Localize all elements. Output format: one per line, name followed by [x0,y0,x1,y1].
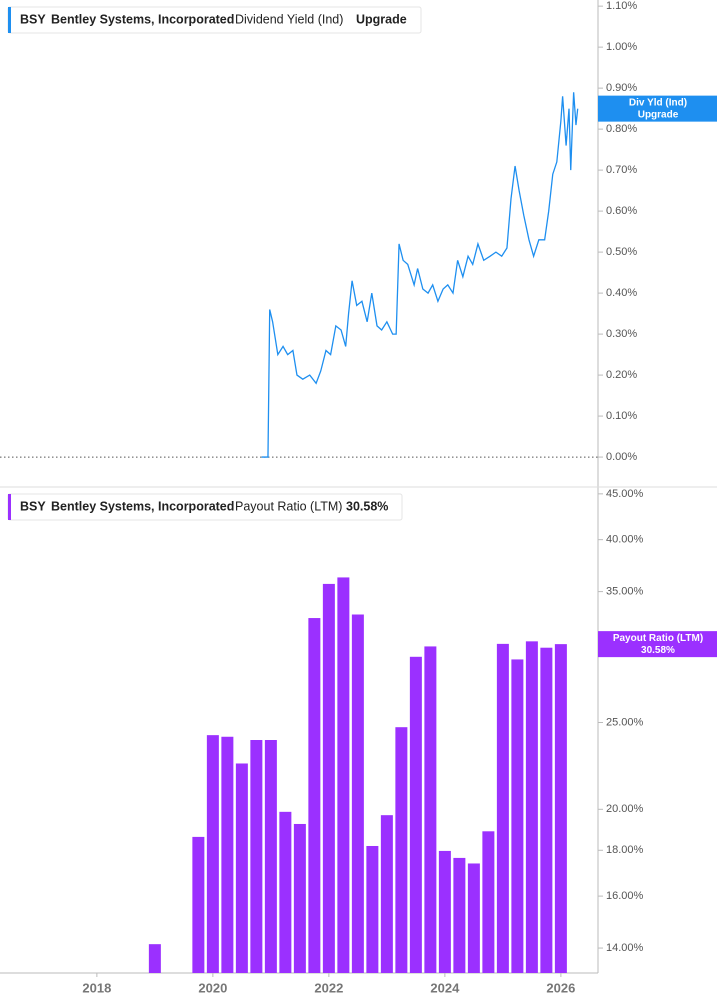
legend-series: Dividend Yield (Ind) [235,12,343,26]
bar [337,577,350,973]
bar [308,618,321,973]
y-tick-label: 25.00% [606,716,644,728]
bar [453,857,466,973]
x-tick-label: 2018 [82,980,111,995]
x-tick-label: 2026 [546,980,575,995]
bar [351,614,364,973]
value-flag [598,95,717,122]
y-tick-label: 1.10% [606,0,637,12]
bar [366,845,379,973]
flag-value: Upgrade [638,109,679,120]
bar [250,740,263,973]
y-tick-label: 16.00% [606,890,644,902]
y-tick-label: 0.90% [606,82,637,94]
flag-label: Payout Ratio (LTM) [613,633,703,644]
y-tick-label: 45.00% [606,488,644,500]
y-tick-label: 18.00% [606,844,644,856]
legend-ticker: BSY [20,12,46,26]
bar [264,740,277,973]
bar [438,850,451,973]
bar [525,641,538,973]
x-tick-label: 2020 [198,980,227,995]
bar [482,831,495,973]
y-tick-label: 0.70% [606,164,637,176]
x-tick-label: 2022 [314,980,343,995]
y-tick-label: 1.00% [606,41,637,53]
bar [192,836,205,973]
bar [554,644,567,973]
bar [235,763,248,973]
flag-label: Div Yld (Ind) [629,97,687,108]
y-tick-label: 0.60% [606,205,637,217]
y-tick-label: 0.40% [606,287,637,299]
legend-value: 30.58% [346,499,388,513]
bar [293,823,306,973]
bar [322,583,335,973]
bar [380,815,393,973]
y-tick-label: 20.00% [606,803,644,815]
y-tick-label: 0.80% [606,123,637,135]
y-tick-label: 14.00% [606,942,644,954]
bar [206,735,219,973]
bar [395,727,408,973]
y-tick-label: 0.50% [606,246,637,258]
legend-value: Upgrade [356,12,407,26]
bar [511,659,524,973]
legend-color [8,7,11,33]
y-tick-label: 35.00% [606,586,644,598]
legend-company: Bentley Systems, Incorporated [51,499,234,513]
legend-color [8,494,11,520]
y-tick-label: 0.30% [606,328,637,340]
y-tick-label: 0.00% [606,451,637,463]
legend-company: Bentley Systems, Incorporated [51,12,234,26]
y-tick-label: 0.10% [606,410,637,422]
y-tick-label: 40.00% [606,534,644,546]
legend-series: Payout Ratio (LTM) [235,499,342,513]
bar [279,811,292,973]
bar [148,944,161,973]
bar [409,656,422,973]
bar [467,863,480,973]
value-flag [598,631,717,658]
series-line [261,92,579,458]
legend-ticker: BSY [20,499,46,513]
bar [221,736,234,973]
bar [496,643,509,973]
flag-value: 30.58% [641,645,675,656]
bar [424,646,437,973]
y-tick-label: 0.20% [606,369,637,381]
bar [540,647,553,973]
x-tick-label: 2024 [430,980,460,995]
